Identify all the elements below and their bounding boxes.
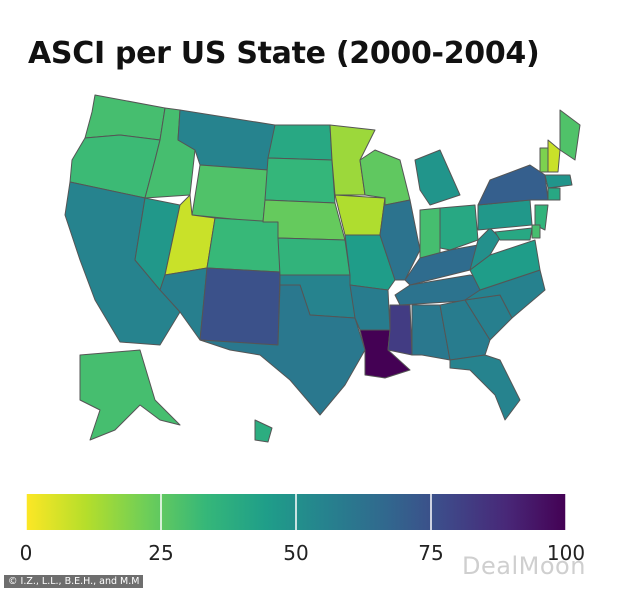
legend-tick-label: 50 <box>283 541 308 565</box>
state-ga <box>439 299 491 361</box>
state-md <box>494 227 533 241</box>
state-mi <box>414 149 461 206</box>
watermark-text: DealMoon <box>462 552 586 580</box>
state-hi <box>254 419 273 443</box>
legend-tick-label: 25 <box>148 541 173 565</box>
state-nj <box>534 204 549 231</box>
state-ms <box>387 304 413 356</box>
state-oh <box>439 204 479 251</box>
state-fl <box>449 354 521 421</box>
state-il <box>379 197 421 281</box>
state-az <box>159 267 208 341</box>
state-me <box>559 109 581 161</box>
state-ct <box>547 187 561 201</box>
legend-tick-label: 0 <box>20 541 33 565</box>
state-tx <box>199 284 366 416</box>
state-ma <box>544 174 573 189</box>
legend-tick-label: 75 <box>418 541 443 565</box>
legend-tick-label: 100 <box>547 541 585 565</box>
state-nh <box>547 139 561 173</box>
state-ak <box>79 349 181 441</box>
us-choropleth-map <box>64 94 581 443</box>
state-wv <box>469 227 501 271</box>
state-de <box>531 224 541 239</box>
map-title: ASCI per US State (2000-2004) <box>28 36 540 71</box>
state-al <box>411 304 451 361</box>
image-credit: © I.Z., L.L., B.E.H., and M.M <box>4 575 144 588</box>
